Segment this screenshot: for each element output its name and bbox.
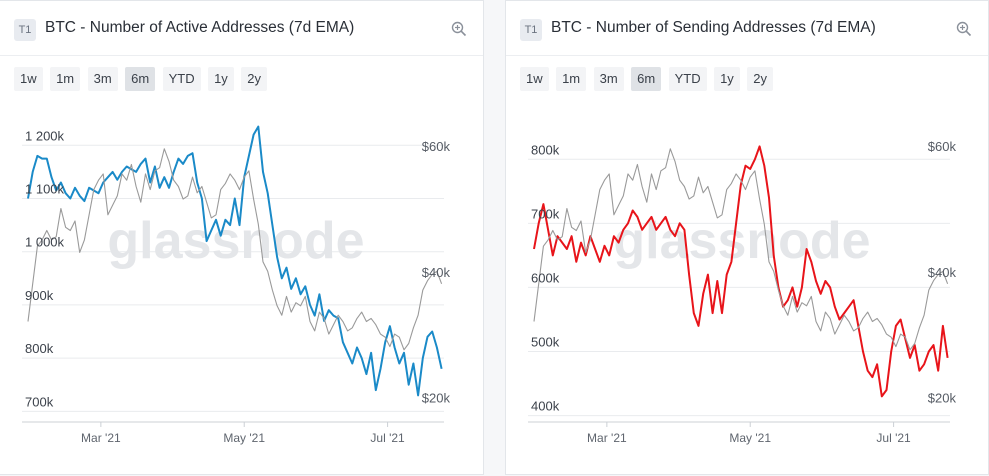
watermark: glassnode bbox=[107, 212, 364, 270]
y-tick-label: 700k bbox=[531, 206, 560, 221]
t1-badge: T1 bbox=[14, 19, 36, 41]
price-tick-label: $60k bbox=[928, 139, 957, 154]
x-tick-label: Mar '21 bbox=[587, 431, 627, 445]
metric-series-line bbox=[533, 145, 949, 398]
panel-header: T1 BTC - Number of Sending Addresses (7d… bbox=[506, 1, 988, 56]
range-6m[interactable]: 6m bbox=[125, 67, 156, 91]
range-2y[interactable]: 2y bbox=[241, 67, 267, 91]
x-tick-label: Jul '21 bbox=[370, 431, 405, 445]
y-tick-label: 500k bbox=[531, 335, 560, 350]
price-tick-label: $40k bbox=[422, 265, 451, 280]
range-1y[interactable]: 1y bbox=[714, 67, 740, 91]
y-tick-label: 700k bbox=[25, 394, 54, 409]
price-tick-label: $60k bbox=[422, 139, 451, 154]
range-1w[interactable]: 1w bbox=[14, 67, 43, 91]
price-tick-label: $20k bbox=[422, 390, 451, 405]
range-1w[interactable]: 1w bbox=[520, 67, 549, 91]
chart-panel-sending-addresses: T1 BTC - Number of Sending Addresses (7d… bbox=[505, 0, 989, 475]
x-tick-label: May '21 bbox=[729, 431, 771, 445]
price-tick-label: $40k bbox=[928, 265, 957, 280]
x-tick-label: May '21 bbox=[223, 431, 265, 445]
zoom-in-icon[interactable] bbox=[956, 21, 972, 37]
y-tick-label: 800k bbox=[531, 142, 560, 157]
range-ytd[interactable]: YTD bbox=[668, 67, 707, 91]
x-tick-label: Mar '21 bbox=[81, 431, 121, 445]
panel-title: BTC - Number of Sending Addresses (7d EM… bbox=[551, 19, 876, 36]
range-1y[interactable]: 1y bbox=[208, 67, 234, 91]
chart-panel-active-addresses: T1 BTC - Number of Active Addresses (7d … bbox=[0, 0, 484, 475]
time-range-selector: 1w 1m 3m 6m YTD 1y 2y bbox=[14, 67, 270, 91]
y-tick-label: 600k bbox=[531, 270, 560, 285]
y-tick-label: 1 100k bbox=[25, 181, 65, 196]
x-tick-label: Jul '21 bbox=[876, 431, 911, 445]
line-chart-sending-addresses[interactable]: glassnode 400k 500k 600k 700k 800k $20k $40k $60… bbox=[506, 96, 989, 476]
panel-title: BTC - Number of Active Addresses (7d EMA… bbox=[45, 19, 355, 36]
zoom-in-icon[interactable] bbox=[451, 21, 467, 37]
line-chart-active-addresses[interactable]: glassnode 700k 800k 900k 1 000k 1 100k 1 200k $… bbox=[0, 96, 484, 476]
panel-header: T1 BTC - Number of Active Addresses (7d … bbox=[0, 1, 483, 56]
time-range-selector: 1w 1m 3m 6m YTD 1y 2y bbox=[520, 67, 776, 91]
price-series-line bbox=[533, 148, 949, 351]
y-tick-label: 1 000k bbox=[25, 235, 65, 250]
y-tick-label: 800k bbox=[25, 341, 54, 356]
range-2y[interactable]: 2y bbox=[747, 67, 773, 91]
watermark: glassnode bbox=[613, 212, 870, 270]
range-1m[interactable]: 1m bbox=[556, 67, 587, 91]
y-tick-label: 900k bbox=[25, 288, 54, 303]
y-tick-label: 1 200k bbox=[25, 128, 65, 143]
price-series-line bbox=[27, 148, 443, 351]
metric-series-line bbox=[27, 125, 443, 397]
range-1m[interactable]: 1m bbox=[50, 67, 81, 91]
range-3m[interactable]: 3m bbox=[593, 67, 624, 91]
price-tick-label: $20k bbox=[928, 390, 957, 405]
t1-badge: T1 bbox=[520, 19, 542, 41]
range-6m[interactable]: 6m bbox=[631, 67, 662, 91]
range-3m[interactable]: 3m bbox=[87, 67, 118, 91]
range-ytd[interactable]: YTD bbox=[162, 67, 201, 91]
y-tick-label: 400k bbox=[531, 399, 560, 414]
